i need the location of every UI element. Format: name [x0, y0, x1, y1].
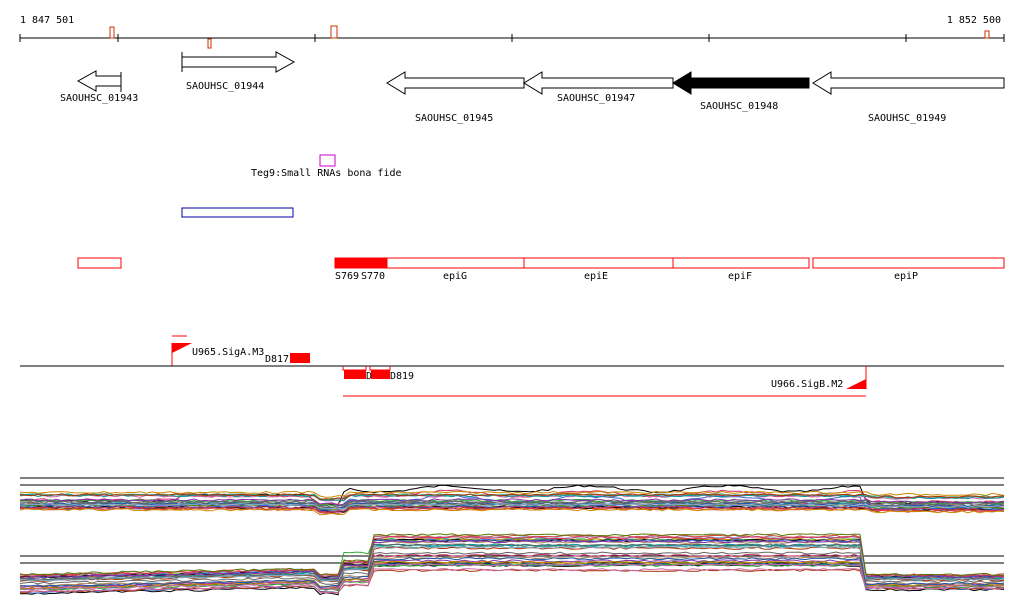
expression-profile-line — [19, 505, 1005, 513]
ruler-marker[interactable] — [330, 25, 338, 39]
gene-label[interactable]: SAOUHSC_01945 — [415, 113, 493, 124]
expression-profile-line — [19, 503, 1005, 510]
operon-feature-box[interactable] — [812, 257, 1005, 269]
operon-label[interactable]: epiE — [584, 271, 608, 282]
gene-track: SAOUHSC_01943 SAOUHSC_01944 SAOUHSC_0194… — [60, 51, 1005, 124]
gene-label[interactable]: SAOUHSC_01943 — [60, 93, 138, 104]
gene-label[interactable]: SAOUHSC_01949 — [868, 113, 946, 124]
gene-arrow[interactable] — [386, 71, 525, 95]
expression-profile-line — [19, 560, 1005, 590]
segment-box[interactable] — [344, 370, 366, 379]
promoter-track: U965.SigA.M3 D817 D D819 U966.SigB.M2 — [20, 335, 1004, 397]
expression-profile-line — [19, 493, 1005, 501]
promoter-label[interactable]: U966.SigB.M2 — [771, 379, 843, 390]
operon-label[interactable]: S770 — [361, 271, 385, 282]
promoter-flag[interactable] — [172, 343, 192, 353]
ruler-end-label: 1 852 500 — [947, 15, 1001, 26]
expression-profile-line — [19, 568, 1005, 594]
segment-label[interactable]: D — [366, 371, 372, 382]
gene-label[interactable]: SAOUHSC_01948 — [700, 101, 778, 112]
operon-feature-box[interactable] — [77, 257, 122, 269]
expression-profile-line — [19, 545, 1005, 582]
segment-box[interactable] — [290, 353, 310, 363]
promoter-label[interactable]: U965.SigA.M3 — [192, 347, 264, 358]
expression-profile-line — [19, 494, 1005, 502]
gene-arrow[interactable] — [523, 71, 674, 95]
segment-label[interactable]: D819 — [390, 371, 414, 382]
expression-profile-line — [19, 557, 1005, 588]
operon-feature-box-filled[interactable] — [334, 257, 388, 269]
expression-profile-line — [19, 551, 1005, 585]
expression-track-lower — [19, 533, 1005, 596]
expression-profile-line — [19, 500, 1005, 508]
expression-profile-line — [19, 553, 1005, 589]
operon-label[interactable]: epiF — [728, 271, 752, 282]
expression-track-upper — [19, 477, 1005, 516]
operon-track: S769 S770 epiG epiE epiF epiP — [77, 257, 1005, 282]
coordinate-ruler: 1 847 501 1 852 500 — [19, 15, 1005, 49]
ruler-marker[interactable] — [109, 26, 115, 39]
gene-arrow[interactable] — [181, 51, 296, 73]
gene-label[interactable]: SAOUHSC_01944 — [186, 81, 264, 92]
operon-feature-box[interactable] — [386, 257, 525, 269]
operon-label[interactable]: S769 — [335, 271, 359, 282]
segment-label[interactable]: D817 — [265, 354, 289, 365]
small-rna-track: Teg9:Small RNAs bona fide — [251, 154, 402, 179]
operon-label[interactable]: epiG — [443, 271, 467, 282]
expression-profile-line — [19, 560, 1005, 590]
expression-profile-line — [19, 484, 1005, 506]
segment-bracket — [369, 366, 391, 371]
expression-profile-line — [19, 563, 1005, 591]
expression-profile-line — [19, 498, 1005, 506]
ruler-marker[interactable] — [207, 38, 212, 49]
ruler-marker[interactable] — [984, 30, 990, 39]
expression-profile-line — [19, 543, 1005, 582]
gene-arrow[interactable] — [76, 70, 122, 92]
expression-profile-line — [19, 536, 1005, 578]
operon-label[interactable]: epiP — [894, 271, 918, 282]
segment-box[interactable] — [371, 370, 390, 379]
expression-profile-line — [19, 508, 1005, 516]
promoter-flag[interactable] — [846, 379, 866, 389]
expression-profile-line — [19, 493, 1005, 501]
gene-label[interactable]: SAOUHSC_01947 — [557, 93, 635, 104]
region-box[interactable] — [181, 207, 294, 218]
ruler-start-label: 1 847 501 — [20, 15, 74, 26]
expression-profile-line — [19, 533, 1005, 576]
operon-feature-box[interactable] — [672, 257, 810, 269]
expression-profile-line — [19, 539, 1005, 580]
operon-feature-box[interactable] — [523, 257, 674, 269]
gene-arrow-selected[interactable] — [672, 71, 810, 95]
gene-arrow[interactable] — [812, 71, 1005, 95]
expression-profile-line — [19, 490, 1005, 498]
segment-bracket — [342, 366, 367, 371]
small-rna-label[interactable]: Teg9:Small RNAs bona fide — [251, 168, 402, 179]
small-rna-box[interactable] — [319, 154, 336, 167]
